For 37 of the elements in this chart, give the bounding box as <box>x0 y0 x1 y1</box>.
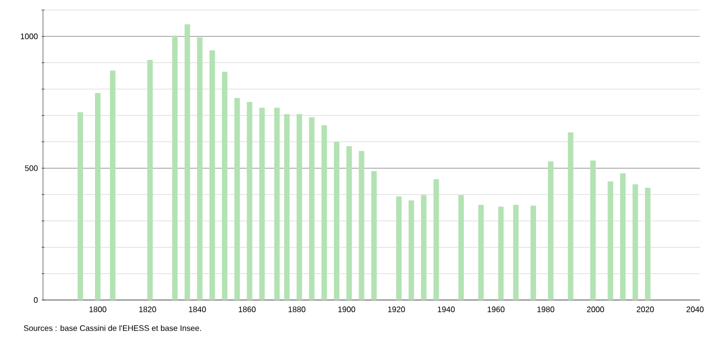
bar <box>513 204 519 300</box>
bar <box>172 36 178 300</box>
bar <box>632 184 638 300</box>
bar <box>284 114 290 300</box>
bar <box>321 125 327 300</box>
bar <box>110 70 116 300</box>
bar <box>209 50 215 300</box>
bar <box>274 108 280 300</box>
bar <box>548 161 554 300</box>
bar <box>346 146 352 300</box>
bar <box>371 171 377 300</box>
bar <box>530 206 536 300</box>
bar <box>147 60 153 300</box>
bar <box>590 160 596 300</box>
bar <box>645 188 650 300</box>
bar <box>197 37 203 300</box>
bar <box>78 112 84 300</box>
bar <box>246 102 252 300</box>
bar <box>620 173 626 300</box>
bar <box>408 200 414 300</box>
bar <box>458 195 464 300</box>
bar <box>234 98 240 300</box>
bar <box>608 181 614 300</box>
bar <box>433 179 439 300</box>
bar <box>478 204 484 300</box>
bar <box>421 195 427 300</box>
bar <box>222 72 228 300</box>
bar <box>334 142 340 300</box>
bar <box>309 117 315 300</box>
bar <box>184 24 190 300</box>
bar <box>296 114 302 300</box>
bar <box>498 206 504 300</box>
bar <box>95 93 100 300</box>
bar <box>259 108 265 300</box>
bar <box>396 196 402 300</box>
bar <box>568 132 574 300</box>
bar <box>358 151 364 300</box>
